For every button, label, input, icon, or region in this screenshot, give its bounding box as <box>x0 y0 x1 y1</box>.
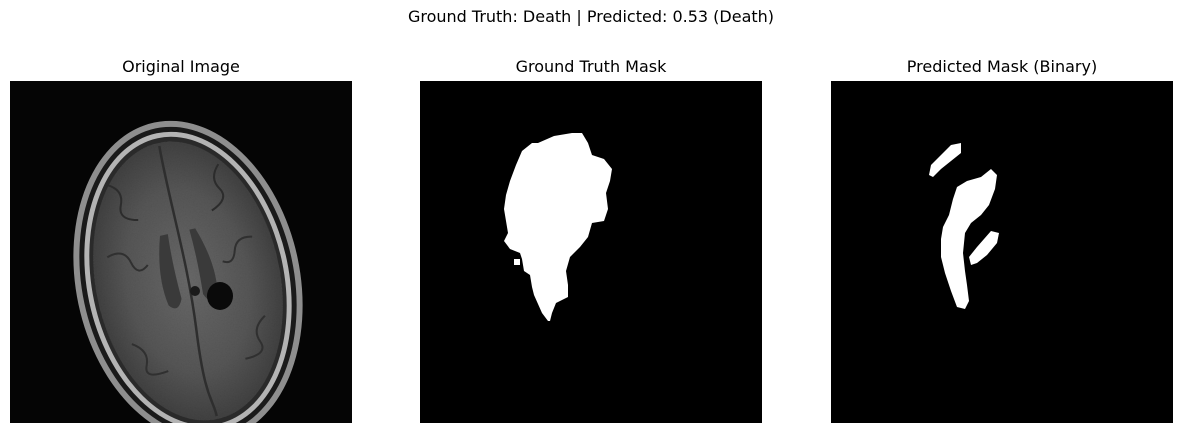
panel-title-ground-truth-mask: Ground Truth Mask <box>515 57 667 76</box>
predicted-mask-image <box>831 81 1173 423</box>
lesion-dark-spot <box>207 282 233 310</box>
mri-brain-image <box>10 81 352 423</box>
ground-truth-mask-panel <box>420 81 762 423</box>
predicted-region-top <box>929 143 961 177</box>
ground-truth-mask-image <box>420 81 762 423</box>
panel-title-original-image: Original Image <box>122 57 240 76</box>
ground-truth-lesion-region <box>504 133 612 321</box>
panel-title-predicted-mask: Predicted Mask (Binary) <box>906 57 1098 76</box>
original-image-panel <box>10 81 352 423</box>
predicted-mask-panel <box>831 81 1173 423</box>
predicted-region-right <box>969 231 999 265</box>
figure-suptitle: Ground Truth: Death | Predicted: 0.53 (D… <box>407 7 775 26</box>
predicted-region-main <box>941 169 997 309</box>
